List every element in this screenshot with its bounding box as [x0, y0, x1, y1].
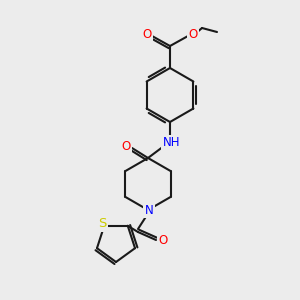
Text: O: O [142, 28, 152, 41]
Text: N: N [145, 203, 153, 217]
Text: S: S [98, 217, 106, 230]
Text: O: O [188, 28, 198, 41]
Text: O: O [158, 235, 168, 248]
Text: NH: NH [163, 136, 181, 149]
Text: O: O [122, 140, 130, 152]
